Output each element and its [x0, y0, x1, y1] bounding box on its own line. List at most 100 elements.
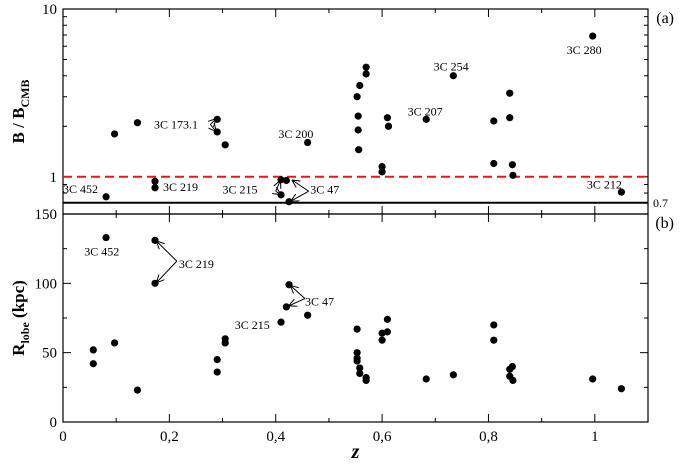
reference-line-label: 0.7	[653, 196, 668, 210]
data-point	[353, 349, 361, 357]
y-tick-label: 50	[42, 346, 57, 362]
data-point	[277, 176, 285, 184]
data-point	[589, 375, 597, 383]
plot-frame	[62, 8, 649, 215]
panel-a: 10 1 0.7 3C 452 3C 173.1 3C 219 3C 200 3C 215 3C…	[9, 2, 674, 215]
data-point	[354, 126, 362, 134]
point-annotation: 3C 207	[408, 104, 443, 118]
data-point	[133, 386, 142, 394]
data-point	[151, 236, 159, 244]
data-point	[362, 63, 370, 71]
y-axis-label-subscript: lobe	[18, 322, 32, 344]
point-annotation: 3C 47	[305, 294, 334, 308]
y-tick-label: 0	[50, 415, 58, 431]
data-point	[422, 115, 430, 123]
point-annotation: 3C 219	[179, 257, 214, 271]
point-annotation: 3C 215	[223, 182, 258, 196]
data-point	[89, 346, 97, 354]
data-point	[508, 161, 516, 169]
point-annotation: 3C 200	[278, 127, 313, 141]
annotation-arrow	[293, 181, 309, 192]
point-annotation: 3C 212	[587, 177, 622, 191]
y-axis-label-unit: (kpc)	[9, 280, 28, 322]
annotation-arrow	[290, 298, 306, 306]
y-axis-label-main: B / B	[9, 108, 28, 144]
panel-b: 0 50 100 150 0 0,2 0,4 0,6 0,8 1 3C 452 3C 219 3C 47…	[9, 207, 674, 463]
x-tick-label: 1	[591, 429, 599, 445]
point-annotation: 3C 280	[567, 43, 602, 57]
x-axis-label: z	[351, 441, 360, 463]
y-tick-label: 100	[35, 276, 58, 292]
y-tick-label: 1	[50, 170, 58, 186]
data-point	[383, 328, 392, 336]
panel-label: (a)	[656, 10, 674, 27]
annotation-arrow	[291, 286, 306, 299]
data-point	[213, 368, 221, 376]
data-point	[356, 369, 364, 378]
data-point	[277, 191, 285, 199]
data-point	[102, 233, 110, 242]
y-axis-label: Rlobe (kpc)	[9, 280, 32, 356]
data-point	[221, 141, 229, 149]
point-annotation: 3C 173.1	[154, 117, 198, 131]
data-point	[102, 193, 110, 201]
data-point	[213, 356, 221, 364]
data-point	[384, 122, 393, 130]
data-point	[589, 32, 597, 40]
data-point	[383, 114, 392, 122]
data-point	[362, 376, 370, 384]
data-point	[221, 339, 229, 347]
data-point	[617, 188, 626, 196]
annotation-arrow	[292, 190, 309, 200]
y-tick-label: 150	[35, 207, 58, 223]
data-point	[285, 281, 293, 289]
panel-label: (b)	[655, 215, 674, 232]
data-point	[449, 72, 457, 80]
data-point	[617, 385, 626, 393]
y-axis-label-main: R	[9, 343, 28, 356]
data-point	[353, 325, 361, 333]
point-annotation: 3C 452	[84, 244, 119, 258]
data-point	[506, 89, 514, 97]
plot-frame	[62, 213, 649, 423]
point-annotation: 3C 452	[63, 182, 98, 196]
data-point	[151, 177, 159, 185]
data-point	[213, 128, 221, 136]
data-point	[353, 93, 361, 101]
data-point	[490, 117, 498, 125]
point-annotation: 3C 254	[434, 59, 469, 73]
data-point	[490, 336, 498, 344]
data-point	[304, 138, 312, 147]
annotation-arrow	[157, 260, 178, 282]
data-point	[304, 311, 312, 319]
point-annotation: 3C 219	[163, 180, 198, 194]
data-point	[285, 198, 293, 206]
data-point	[277, 318, 285, 326]
point-annotation: 3C 47	[310, 182, 339, 196]
x-tick-label: 0,2	[160, 429, 179, 445]
data-point	[356, 81, 364, 90]
data-point	[362, 70, 370, 78]
data-point	[378, 336, 386, 344]
data-point	[449, 371, 457, 379]
data-point	[151, 184, 159, 192]
data-point	[354, 112, 362, 120]
data-point	[213, 115, 221, 123]
data-point	[509, 376, 517, 384]
data-point	[353, 357, 361, 365]
x-tick-label: 0,4	[266, 429, 285, 445]
data-point	[356, 364, 364, 372]
data-point	[490, 159, 498, 168]
y-tick-label: 10	[42, 2, 57, 18]
data-point	[378, 168, 386, 176]
data-point	[151, 279, 159, 287]
data-point	[89, 360, 97, 368]
data-point	[133, 119, 142, 127]
data-point	[506, 114, 514, 122]
data-point	[110, 339, 119, 347]
x-tick-label: 0	[59, 429, 67, 445]
data-point	[110, 130, 119, 138]
y-axis-label: B / BCMB	[9, 80, 32, 144]
